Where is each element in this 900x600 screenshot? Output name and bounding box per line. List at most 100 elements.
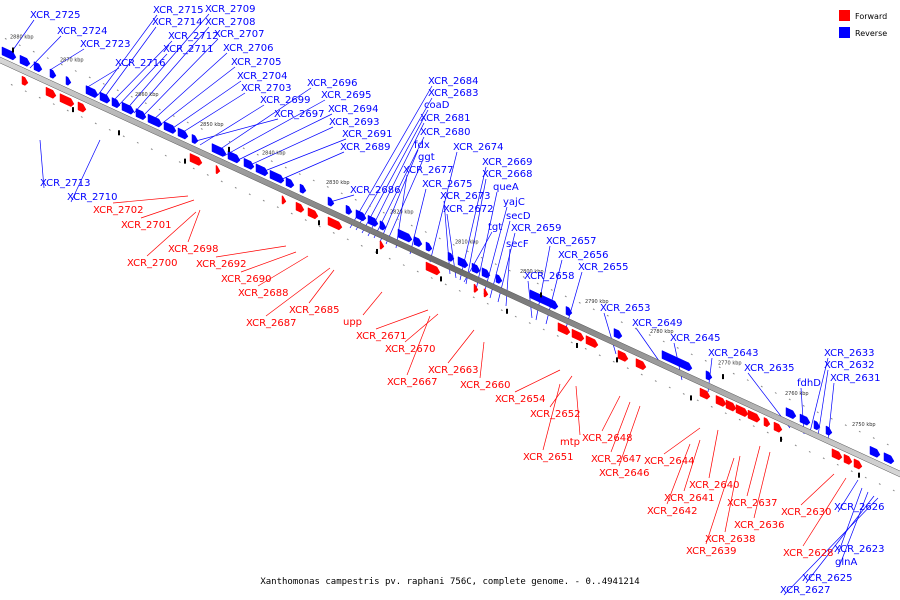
- reverse-gene[interactable]: [19, 54, 31, 67]
- forward-gene-label[interactable]: XCR_2701: [121, 220, 172, 231]
- reverse-gene-label[interactable]: XCR_2649: [632, 318, 683, 329]
- reverse-gene-label[interactable]: XCR_2724: [57, 26, 108, 37]
- reverse-gene-label[interactable]: XCR_2713: [40, 178, 91, 189]
- forward-gene[interactable]: [473, 283, 479, 293]
- reverse-gene[interactable]: [705, 370, 713, 381]
- reverse-gene[interactable]: [869, 445, 881, 458]
- forward-gene[interactable]: [425, 261, 441, 276]
- forward-gene-label[interactable]: XCR_2647: [591, 454, 642, 465]
- reverse-gene-label[interactable]: XCR_2656: [558, 250, 609, 261]
- reverse-gene-label[interactable]: XCR_2705: [231, 57, 282, 68]
- forward-gene-label[interactable]: XCR_2700: [127, 258, 178, 269]
- reverse-gene[interactable]: [367, 214, 379, 227]
- reverse-gene[interactable]: [211, 143, 227, 157]
- reverse-gene-label[interactable]: XCR_2683: [428, 88, 479, 99]
- reverse-gene-label[interactable]: XCR_2710: [67, 192, 118, 203]
- reverse-gene-label[interactable]: XCR_2691: [342, 129, 393, 140]
- forward-gene-label[interactable]: XCR_2692: [196, 259, 247, 270]
- reverse-gene-label[interactable]: XCR_2635: [744, 363, 795, 374]
- reverse-gene[interactable]: [121, 101, 135, 115]
- forward-gene-label[interactable]: XCR_2639: [686, 546, 737, 557]
- reverse-gene-label[interactable]: fdhD: [797, 378, 821, 389]
- reverse-gene[interactable]: [299, 183, 307, 194]
- reverse-gene-label[interactable]: XCR_2709: [205, 4, 256, 15]
- forward-gene[interactable]: [747, 409, 761, 423]
- reverse-gene[interactable]: [269, 169, 285, 184]
- reverse-gene[interactable]: [799, 413, 811, 426]
- reverse-gene[interactable]: [33, 61, 43, 73]
- forward-gene-label[interactable]: XCR_2646: [599, 468, 650, 479]
- reverse-gene-label[interactable]: XCR_2715: [153, 5, 204, 16]
- forward-gene[interactable]: [483, 288, 489, 298]
- reverse-gene[interactable]: [661, 350, 693, 372]
- reverse-gene-label[interactable]: XCR_2655: [578, 262, 629, 273]
- forward-gene-label[interactable]: XCR_2642: [647, 506, 698, 517]
- reverse-gene[interactable]: [825, 425, 833, 436]
- forward-gene-label[interactable]: XCR_2654: [495, 394, 546, 405]
- forward-gene-label[interactable]: XCR_2685: [289, 305, 340, 316]
- reverse-gene-label[interactable]: XCR_2696: [307, 78, 358, 89]
- forward-gene[interactable]: [189, 153, 203, 166]
- forward-gene-label[interactable]: XCR_2667: [387, 377, 438, 388]
- forward-gene-label[interactable]: XCR_2640: [689, 480, 740, 491]
- forward-gene-label[interactable]: XCR_2638: [705, 534, 756, 545]
- forward-gene-label[interactable]: XCR_2702: [93, 205, 144, 216]
- reverse-gene[interactable]: [163, 121, 177, 134]
- reverse-gene-label[interactable]: XCR_2659: [511, 223, 562, 234]
- forward-gene[interactable]: [45, 86, 57, 99]
- reverse-gene[interactable]: [355, 209, 367, 222]
- forward-gene[interactable]: [327, 216, 343, 231]
- reverse-gene-label[interactable]: XCR_2625: [802, 573, 853, 584]
- forward-gene-label[interactable]: XCR_2688: [238, 288, 289, 299]
- forward-gene[interactable]: [617, 349, 629, 362]
- reverse-gene-label[interactable]: XCR_2725: [30, 10, 81, 21]
- forward-gene[interactable]: [735, 404, 749, 417]
- reverse-gene[interactable]: [191, 133, 199, 144]
- forward-gene-label[interactable]: XCR_2660: [460, 380, 511, 391]
- forward-gene-label[interactable]: XCR_2670: [385, 344, 436, 355]
- forward-gene-label[interactable]: XCR_2690: [221, 274, 272, 285]
- reverse-gene[interactable]: [481, 267, 491, 279]
- reverse-gene[interactable]: [813, 420, 821, 431]
- reverse-gene-label[interactable]: fdx: [414, 140, 430, 151]
- reverse-gene-label[interactable]: tgt: [488, 222, 502, 233]
- forward-gene-label[interactable]: mtp: [560, 437, 580, 448]
- forward-gene[interactable]: [281, 195, 287, 205]
- reverse-gene-label[interactable]: XCR_2669: [482, 157, 533, 168]
- reverse-gene-label[interactable]: XCR_2708: [205, 17, 256, 28]
- reverse-gene-label[interactable]: XCR_2632: [824, 360, 875, 371]
- forward-gene-label[interactable]: upp: [343, 317, 362, 328]
- forward-gene-label[interactable]: XCR_2698: [168, 244, 219, 255]
- reverse-gene[interactable]: [447, 251, 455, 262]
- reverse-gene-label[interactable]: XCR_2699: [260, 95, 311, 106]
- reverse-gene-label[interactable]: XCR_2697: [274, 109, 325, 120]
- reverse-gene[interactable]: [111, 97, 121, 109]
- reverse-gene[interactable]: [529, 289, 559, 310]
- reverse-gene[interactable]: [49, 68, 57, 79]
- reverse-gene-label[interactable]: XCR_2631: [830, 373, 881, 384]
- reverse-gene[interactable]: [565, 305, 573, 317]
- reverse-gene[interactable]: [255, 163, 269, 177]
- forward-gene-label[interactable]: XCR_2687: [246, 318, 297, 329]
- reverse-gene-label[interactable]: XCR_2633: [824, 348, 875, 359]
- reverse-gene-label[interactable]: secD: [506, 211, 531, 222]
- forward-gene-label[interactable]: XCR_2663: [428, 365, 479, 376]
- forward-gene[interactable]: [699, 387, 711, 400]
- forward-gene[interactable]: [21, 75, 29, 86]
- reverse-gene[interactable]: [1, 46, 17, 61]
- reverse-gene[interactable]: [147, 113, 163, 128]
- reverse-gene-label[interactable]: XCR_2643: [708, 348, 759, 359]
- forward-gene-label[interactable]: XCR_2636: [734, 520, 785, 531]
- reverse-gene-label[interactable]: XCR_2675: [422, 179, 473, 190]
- reverse-gene[interactable]: [785, 407, 797, 420]
- reverse-gene[interactable]: [85, 85, 99, 98]
- reverse-gene-label[interactable]: yajC: [503, 197, 525, 208]
- reverse-gene-label[interactable]: XCR_2694: [328, 104, 379, 115]
- forward-gene[interactable]: [843, 453, 853, 465]
- reverse-gene-label[interactable]: XCR_2658: [524, 271, 575, 282]
- reverse-gene-label[interactable]: XCR_2668: [482, 169, 533, 180]
- forward-gene[interactable]: [773, 421, 783, 433]
- reverse-gene-label[interactable]: XCR_2645: [670, 333, 721, 344]
- forward-gene-label[interactable]: XCR_2628: [783, 548, 834, 559]
- forward-gene-label[interactable]: XCR_2648: [582, 433, 633, 444]
